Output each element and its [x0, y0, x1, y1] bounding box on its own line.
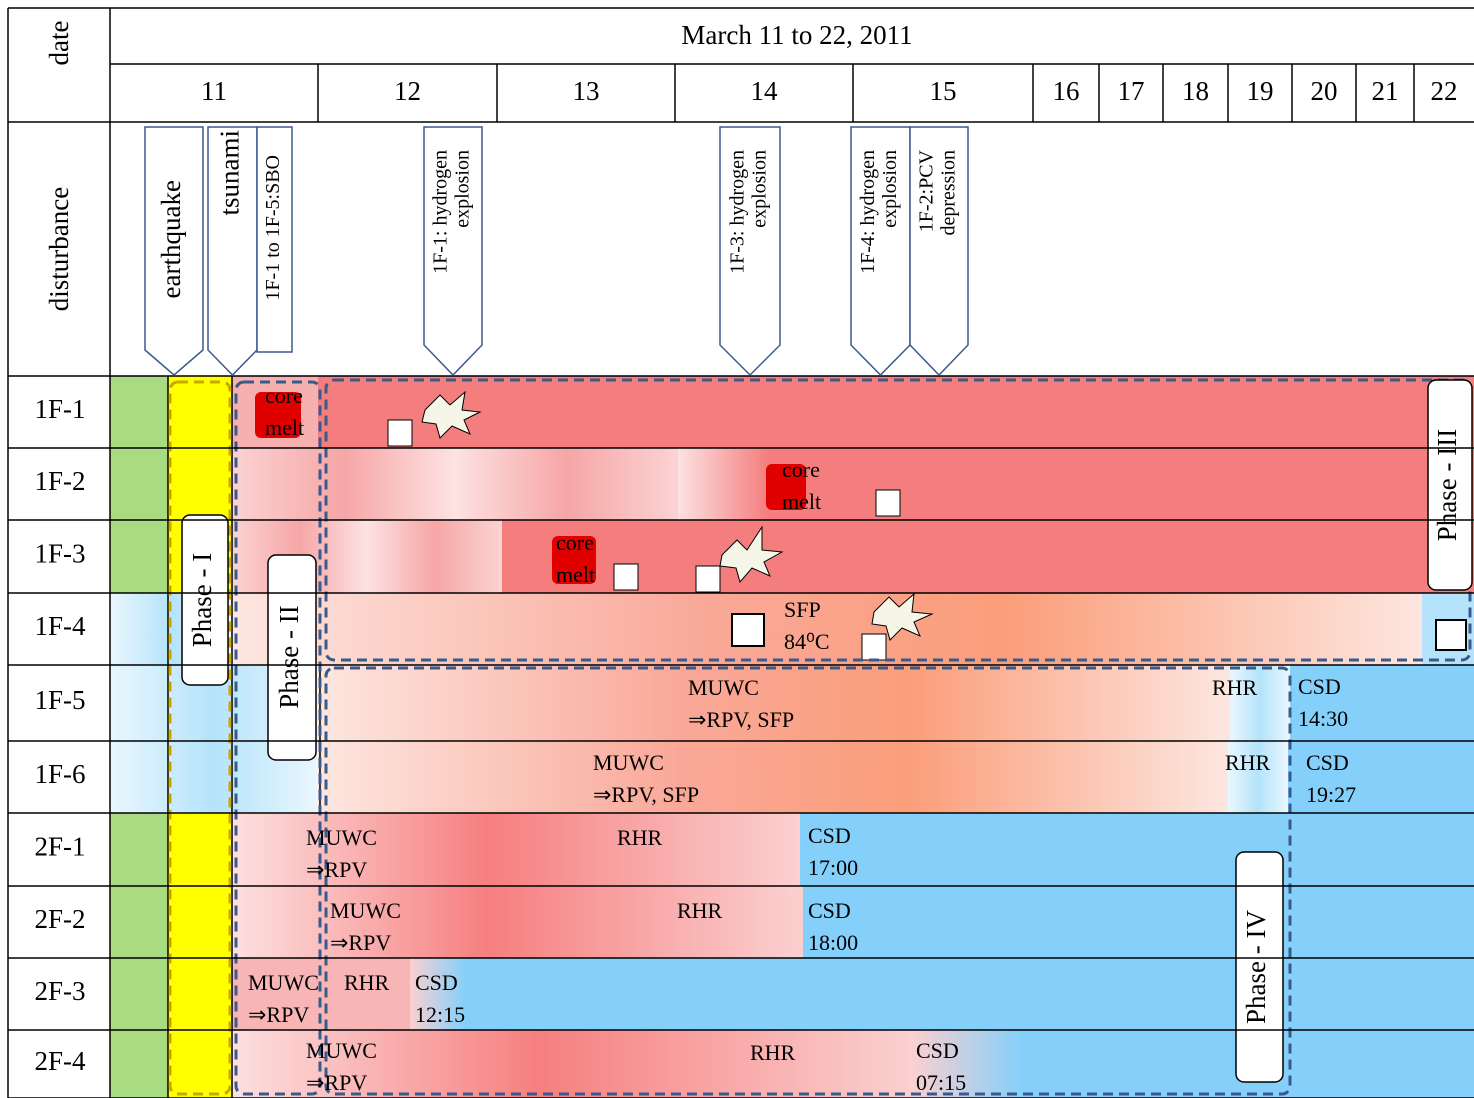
unit-label: 2F-1: [34, 832, 85, 862]
day-label: 17: [1118, 76, 1145, 106]
phase-label: Phase - III: [1432, 429, 1462, 541]
annotation: MUWC: [593, 750, 664, 775]
annotation: 84⁰C: [784, 629, 830, 654]
row-header: disturbance: [44, 187, 74, 311]
annotation: ⇒RPV, SFP: [593, 782, 699, 807]
annotation: 07:15: [916, 1070, 966, 1095]
event-label: 1F-2:PCV: [916, 149, 938, 232]
annotation: core: [556, 530, 594, 555]
unit-label: 1F-2: [34, 466, 85, 496]
day-label: 12: [394, 76, 421, 106]
annotation: CSD: [1306, 750, 1349, 775]
day-label: 21: [1372, 76, 1399, 106]
annotation: RHR: [617, 825, 663, 850]
day-label: 13: [573, 76, 600, 106]
annotation: ⇒RPV: [248, 1002, 309, 1027]
unit-label: 1F-5: [34, 685, 85, 715]
day-label: 16: [1053, 76, 1080, 106]
day-label: 22: [1431, 76, 1458, 106]
day-label: 20: [1311, 76, 1338, 106]
annotation: 12:15: [415, 1002, 465, 1027]
annotation: RHR: [1212, 675, 1258, 700]
unit-label: 2F-2: [34, 904, 85, 934]
annotation: 14:30: [1298, 706, 1348, 731]
annotation: 17:00: [808, 855, 858, 880]
event-label: tsunami: [215, 130, 245, 216]
annotation: MUWC: [688, 675, 759, 700]
day-label: 14: [751, 76, 779, 106]
event-label: 1F-1: hydrogen: [430, 150, 452, 274]
annotation: ⇒RPV: [330, 930, 391, 955]
unit-label: 1F-3: [34, 539, 85, 569]
row-header: date: [44, 21, 74, 66]
event-label: 1F-3: hydrogen: [727, 150, 749, 274]
annotation: RHR: [344, 970, 390, 995]
annotation: CSD: [808, 898, 851, 923]
annotation: RHR: [750, 1040, 796, 1065]
day-label: 19: [1247, 76, 1274, 106]
day-label: 11: [201, 76, 227, 106]
title: March 11 to 22, 2011: [681, 20, 912, 50]
annotation: core: [782, 457, 820, 482]
annotation: MUWC: [306, 1038, 377, 1063]
timeline-diagram: earthquake tsunami 1F-1 to 1F-5:SBO 1F-1: h…: [0, 0, 1474, 1098]
annotation: core: [265, 383, 303, 408]
event-label: explosion: [879, 150, 901, 228]
annotation: CSD: [808, 823, 851, 848]
event-label: explosion: [452, 150, 474, 228]
annotation: ⇒RPV: [306, 857, 367, 882]
annotation: CSD: [916, 1038, 959, 1063]
phase-label: Phase - II: [274, 605, 304, 708]
event-label: depression: [938, 150, 960, 236]
unit-label: 1F-1: [34, 394, 85, 424]
unit-label: 1F-4: [34, 611, 86, 641]
annotation: 19:27: [1306, 782, 1356, 807]
annotation: melt: [782, 489, 821, 514]
event-label: explosion: [749, 150, 771, 228]
annotation: MUWC: [306, 825, 377, 850]
event-label: earthquake: [156, 180, 186, 298]
day-label: 18: [1182, 76, 1209, 106]
unit-label: 2F-4: [34, 1046, 86, 1076]
unit-label: 2F-3: [34, 976, 85, 1006]
day-label: 15: [930, 76, 957, 106]
annotation: SFP: [784, 597, 821, 622]
event-label: 1F-4: hydrogen: [857, 150, 879, 274]
unit-label: 1F-6: [34, 759, 85, 789]
annotation: melt: [265, 415, 304, 440]
annotation: ⇒RPV, SFP: [688, 707, 794, 732]
annotation: RHR: [1225, 750, 1271, 775]
annotation: MUWC: [330, 898, 401, 923]
event-callouts: earthquake tsunami 1F-1 to 1F-5:SBO 1F-1: h…: [145, 127, 968, 375]
annotation: CSD: [415, 970, 458, 995]
annotation: CSD: [1298, 674, 1341, 699]
annotation: MUWC: [248, 970, 319, 995]
annotation: melt: [556, 562, 595, 587]
annotation: ⇒RPV: [306, 1070, 367, 1095]
phase-label: Phase - I: [187, 553, 217, 647]
annotation: RHR: [677, 898, 723, 923]
event-label: 1F-1 to 1F-5:SBO: [262, 155, 284, 301]
annotation: 18:00: [808, 930, 858, 955]
phase-label: Phase - IV: [1241, 910, 1271, 1024]
